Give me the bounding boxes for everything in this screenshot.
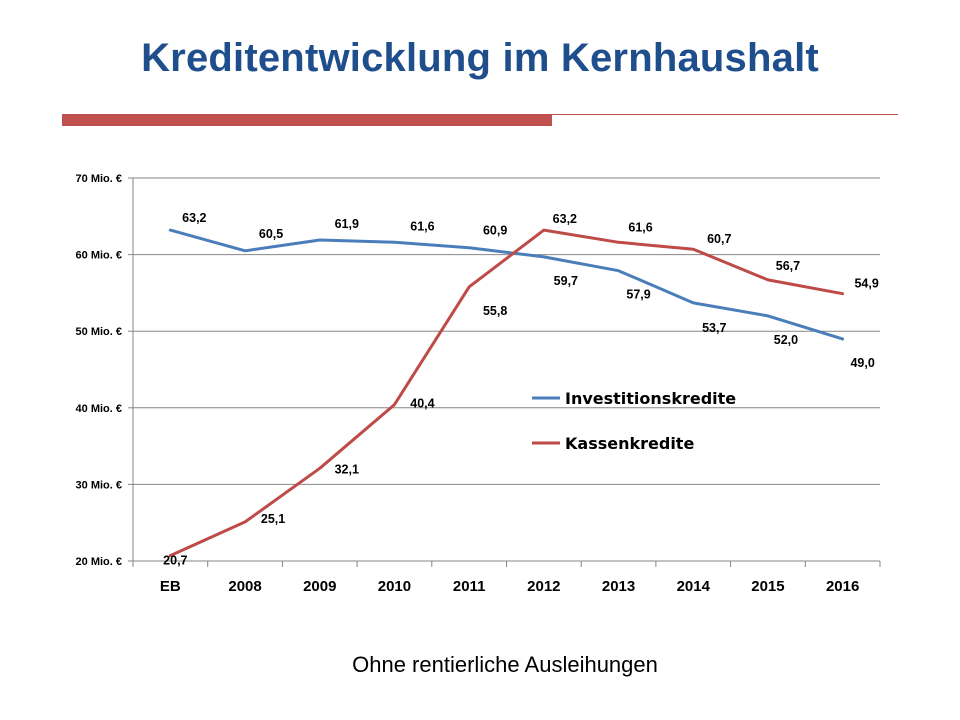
data-label: 20,7 bbox=[163, 554, 187, 568]
x-axis-tick-labels: EB 2008 2009 2010 2011 2012 2013 2014 2015 2016 bbox=[160, 578, 859, 595]
data-label: 60,5 bbox=[259, 227, 283, 241]
y-tick-label: 70 Mio. € bbox=[76, 173, 122, 185]
data-label: 49,0 bbox=[850, 356, 874, 370]
x-tick-label: 2009 bbox=[303, 578, 336, 595]
data-label: 63,2 bbox=[182, 211, 206, 225]
data-label: 60,9 bbox=[483, 224, 507, 238]
data-label: 63,2 bbox=[553, 212, 577, 226]
y-tick-label: 20 Mio. € bbox=[76, 556, 122, 568]
data-label: 61,9 bbox=[335, 217, 359, 231]
data-label: 59,7 bbox=[554, 274, 578, 288]
slide-caption: Ohne rentierliche Ausleihungen bbox=[352, 652, 658, 677]
axes bbox=[128, 177, 881, 567]
legend-label: Investitionskredite bbox=[565, 389, 736, 408]
x-tick-label: 2014 bbox=[677, 578, 711, 595]
data-label: 61,6 bbox=[410, 219, 434, 233]
data-label: 40,4 bbox=[410, 397, 434, 411]
data-label: 61,6 bbox=[628, 220, 652, 234]
x-tick-label: EB bbox=[160, 578, 181, 595]
x-tick-label: 2013 bbox=[602, 578, 635, 595]
series-line-investitionskredite bbox=[168, 228, 845, 341]
y-axis-tick-labels: 20 Mio. € 30 Mio. € 40 Mio. € 50 Mio. € 60 M… bbox=[76, 173, 122, 568]
data-label: 25,1 bbox=[261, 512, 285, 526]
x-tick-label: 2011 bbox=[453, 578, 486, 595]
y-tick-label: 40 Mio. € bbox=[76, 403, 122, 415]
title-underline-thick bbox=[62, 114, 552, 126]
data-label: 52,0 bbox=[774, 333, 798, 347]
y-tick-label: 50 Mio. € bbox=[76, 326, 122, 338]
x-tick-label: 2016 bbox=[826, 578, 859, 595]
title-underline-thin bbox=[552, 114, 898, 115]
slide-title: Kreditentwicklung im Kernhaushalt bbox=[141, 36, 819, 80]
data-labels: 63,2 60,5 61,9 61,6 60,9 59,7 57,9 53,7 52,0 49,0… bbox=[163, 211, 879, 568]
data-label: 54,9 bbox=[854, 277, 878, 291]
x-tick-label: 2015 bbox=[751, 578, 784, 595]
x-tick-label: 2010 bbox=[378, 578, 411, 595]
data-label: 53,7 bbox=[702, 321, 726, 335]
data-label: 32,1 bbox=[335, 462, 359, 476]
y-tick-label: 60 Mio. € bbox=[76, 250, 122, 262]
legend: Investitionskredite Kassenkredite bbox=[532, 389, 736, 453]
y-tick-label: 30 Mio. € bbox=[76, 479, 122, 491]
data-label: 55,8 bbox=[483, 304, 507, 318]
legend-label: Kassenkredite bbox=[565, 434, 694, 453]
data-label: 56,7 bbox=[776, 259, 800, 273]
series-line-kassenkredite bbox=[168, 228, 845, 558]
x-tick-label: 2008 bbox=[228, 578, 261, 595]
data-label: 57,9 bbox=[626, 288, 650, 302]
series-lines bbox=[168, 228, 845, 558]
data-label: 60,7 bbox=[707, 232, 731, 246]
x-tick-label: 2012 bbox=[527, 578, 560, 595]
